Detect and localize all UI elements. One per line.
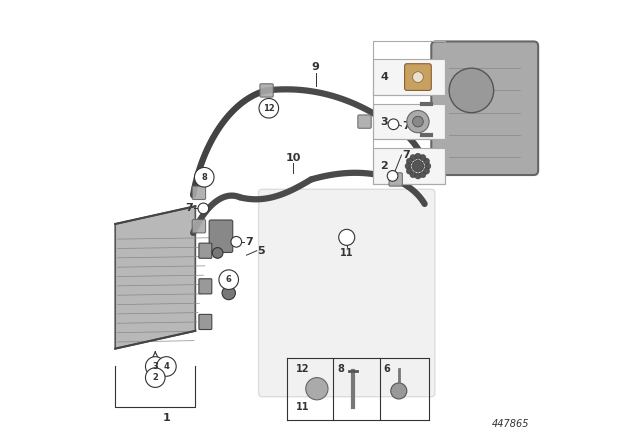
Circle shape xyxy=(407,111,429,133)
Circle shape xyxy=(424,163,431,169)
Circle shape xyxy=(413,116,423,127)
FancyBboxPatch shape xyxy=(259,189,435,397)
Text: 11: 11 xyxy=(296,401,310,412)
FancyBboxPatch shape xyxy=(373,104,445,139)
Text: 4: 4 xyxy=(380,72,388,82)
Text: 7: 7 xyxy=(246,237,253,247)
Text: 12: 12 xyxy=(263,104,275,113)
Text: 1: 1 xyxy=(163,413,170,422)
FancyBboxPatch shape xyxy=(192,220,205,233)
Circle shape xyxy=(406,168,413,174)
Text: 5: 5 xyxy=(258,246,266,256)
Circle shape xyxy=(413,72,423,82)
Circle shape xyxy=(423,158,429,164)
Circle shape xyxy=(339,229,355,246)
Circle shape xyxy=(259,99,278,118)
Circle shape xyxy=(410,172,416,178)
Polygon shape xyxy=(115,206,195,349)
Text: 9: 9 xyxy=(312,62,319,72)
Circle shape xyxy=(406,158,413,164)
FancyBboxPatch shape xyxy=(199,314,212,330)
Circle shape xyxy=(306,378,328,400)
Text: 8: 8 xyxy=(338,364,345,374)
FancyBboxPatch shape xyxy=(404,64,431,90)
Text: 4: 4 xyxy=(163,362,170,371)
FancyBboxPatch shape xyxy=(199,243,212,258)
Text: 2: 2 xyxy=(380,161,388,171)
FancyBboxPatch shape xyxy=(199,279,212,294)
FancyBboxPatch shape xyxy=(373,148,445,184)
Text: 6: 6 xyxy=(226,275,232,284)
Circle shape xyxy=(415,153,421,159)
FancyBboxPatch shape xyxy=(260,84,273,97)
Circle shape xyxy=(420,172,426,178)
Text: 8: 8 xyxy=(202,173,207,182)
Text: 11: 11 xyxy=(340,248,353,258)
Circle shape xyxy=(157,357,176,376)
Circle shape xyxy=(405,163,412,169)
Circle shape xyxy=(412,160,424,172)
Circle shape xyxy=(423,168,429,174)
FancyBboxPatch shape xyxy=(431,42,538,175)
FancyBboxPatch shape xyxy=(209,220,233,253)
Text: 2: 2 xyxy=(152,373,158,382)
Circle shape xyxy=(219,270,239,289)
Text: 10: 10 xyxy=(285,153,301,163)
Circle shape xyxy=(391,383,407,399)
Circle shape xyxy=(420,155,426,161)
FancyBboxPatch shape xyxy=(358,115,371,128)
Text: 3: 3 xyxy=(380,116,388,127)
Text: 447865: 447865 xyxy=(492,419,529,429)
Text: 7: 7 xyxy=(403,150,410,160)
Circle shape xyxy=(410,155,416,161)
FancyBboxPatch shape xyxy=(389,173,403,186)
Circle shape xyxy=(198,203,209,214)
Circle shape xyxy=(222,286,236,300)
Circle shape xyxy=(212,248,223,258)
Circle shape xyxy=(145,368,165,388)
FancyBboxPatch shape xyxy=(192,186,205,199)
Circle shape xyxy=(449,68,493,113)
FancyBboxPatch shape xyxy=(373,59,445,95)
Circle shape xyxy=(387,171,398,181)
Circle shape xyxy=(388,119,399,129)
Text: 3: 3 xyxy=(152,362,158,371)
Text: 7: 7 xyxy=(403,121,410,131)
Text: 6: 6 xyxy=(383,364,390,374)
Circle shape xyxy=(231,237,242,247)
Text: 12: 12 xyxy=(296,364,310,374)
Circle shape xyxy=(145,357,165,376)
Circle shape xyxy=(415,173,421,179)
Circle shape xyxy=(195,168,214,187)
Text: 7: 7 xyxy=(186,203,193,213)
